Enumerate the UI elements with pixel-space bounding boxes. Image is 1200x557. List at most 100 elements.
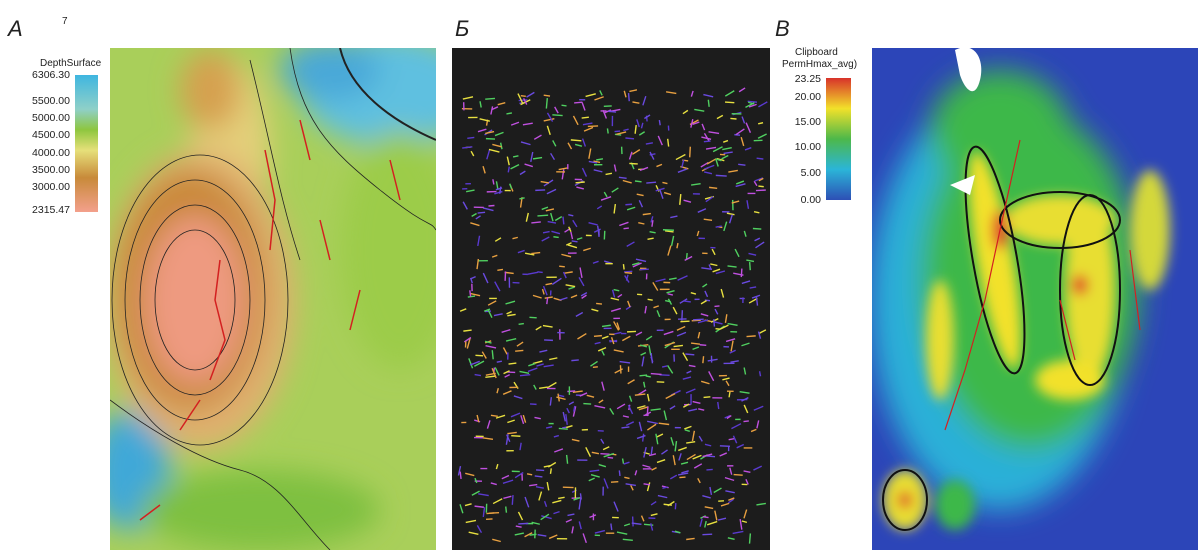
fracture <box>593 169 603 173</box>
fracture <box>570 294 578 299</box>
fracture <box>739 519 743 530</box>
fracture <box>565 518 573 523</box>
fracture <box>622 179 632 184</box>
fracture <box>539 386 548 390</box>
fracture <box>471 212 477 217</box>
fracture <box>553 236 559 239</box>
fracture <box>702 515 709 519</box>
fracture <box>638 406 648 411</box>
fracture <box>720 324 729 330</box>
fracture <box>729 349 736 354</box>
fracture <box>598 399 604 404</box>
fracture <box>659 189 664 199</box>
fracture <box>576 237 583 241</box>
fracture <box>585 93 596 98</box>
fracture <box>746 259 755 263</box>
fracture <box>474 477 478 484</box>
fracture <box>508 362 517 365</box>
fracture <box>624 476 630 480</box>
fracture <box>522 414 527 423</box>
fracture <box>662 229 674 231</box>
fracture <box>501 474 510 480</box>
fracture <box>728 437 736 441</box>
fracture <box>703 140 711 143</box>
fracture <box>740 136 745 147</box>
fracture <box>704 299 711 302</box>
fracture <box>731 200 740 204</box>
fracture <box>562 271 567 279</box>
fracture <box>510 121 520 126</box>
colorbar-label: 15.00 <box>795 116 821 128</box>
panel-label: Б <box>455 16 469 41</box>
fracture <box>746 335 756 338</box>
fracture-segments <box>457 87 768 544</box>
fracture <box>627 404 634 415</box>
fracture <box>465 472 475 477</box>
fracture <box>511 434 521 437</box>
fracture <box>574 101 583 104</box>
fracture <box>701 136 712 141</box>
fracture <box>756 502 766 506</box>
fracture <box>650 446 654 455</box>
fracture <box>642 464 651 469</box>
fracture <box>670 215 678 219</box>
fracture <box>732 435 738 444</box>
fracture <box>524 496 530 508</box>
fracture <box>715 225 722 228</box>
fracture <box>482 437 494 440</box>
fracture <box>697 331 701 339</box>
fracture <box>505 300 516 305</box>
fracture <box>639 268 649 271</box>
fracture <box>527 367 538 373</box>
fracture <box>512 236 518 240</box>
fracture <box>470 292 481 297</box>
fracture <box>531 521 540 525</box>
fracture <box>692 121 700 126</box>
colorbar-label: 0.00 <box>801 194 822 206</box>
fracture <box>728 497 735 501</box>
fracture <box>579 493 582 500</box>
legend-title: 7 <box>62 16 68 27</box>
fracture <box>667 293 674 296</box>
fracture <box>540 513 550 521</box>
fracture <box>471 490 480 496</box>
fracture <box>688 364 696 368</box>
fracture <box>634 124 637 134</box>
fracture <box>757 331 762 339</box>
fracture <box>565 284 576 288</box>
fracture <box>645 375 651 378</box>
fracture <box>690 90 694 97</box>
fracture <box>626 206 636 211</box>
fracture <box>663 330 674 336</box>
fracture <box>623 270 633 273</box>
fracture <box>643 446 647 458</box>
fracture <box>666 289 675 294</box>
fracture <box>503 495 512 499</box>
fracture <box>571 438 580 442</box>
fracture <box>529 533 537 536</box>
fracture <box>542 285 548 296</box>
fracture <box>749 286 757 289</box>
fracture <box>600 438 605 444</box>
fracture <box>485 130 495 135</box>
fracture <box>754 237 761 242</box>
fracture <box>724 414 731 419</box>
fracture <box>734 248 740 258</box>
fracture <box>599 90 603 96</box>
fracture <box>519 170 526 176</box>
fracture <box>650 501 657 506</box>
fracture <box>706 520 718 526</box>
fracture <box>664 230 674 233</box>
fracture <box>503 370 510 375</box>
fracture <box>546 481 550 491</box>
fracture <box>590 360 598 367</box>
fracture <box>543 94 551 97</box>
fracture <box>565 454 569 464</box>
fracture <box>494 367 500 376</box>
fracture <box>546 188 557 195</box>
fracture <box>682 403 690 408</box>
fracture <box>610 337 615 345</box>
fracture <box>715 327 721 330</box>
fracture <box>494 131 504 137</box>
fracture <box>507 431 517 435</box>
